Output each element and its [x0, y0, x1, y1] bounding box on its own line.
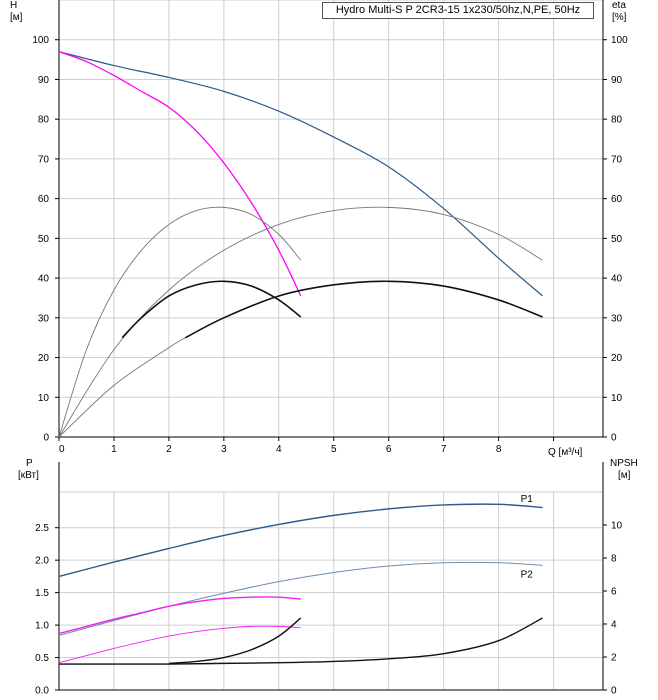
bottom-series-0	[58, 503, 543, 578]
top-series-3	[58, 206, 543, 438]
npsh-tick-label: 8	[611, 554, 617, 565]
y-tick-label-right: 80	[611, 115, 623, 126]
npsh-tick-label: 10	[611, 521, 623, 532]
bottom-series-5	[168, 617, 302, 665]
y-tick-label-right: 100	[611, 35, 628, 46]
bottom-series-2	[58, 596, 301, 635]
y-label-left-unit-top: [м]	[10, 12, 23, 23]
y-tick-label-left: 100	[32, 35, 49, 46]
x-tick-label: 6	[386, 444, 392, 455]
y-tick-label-left: 0	[43, 433, 49, 444]
y-label-right-unit-bottom: [м]	[618, 470, 631, 481]
y-tick-label-right: 70	[611, 154, 623, 165]
top-series-4	[121, 280, 302, 339]
y-tick-label-left: 20	[38, 353, 50, 364]
p-tick-label: 2.5	[35, 523, 49, 534]
y-label-left-top: H	[10, 0, 17, 11]
y-tick-label-left: 10	[38, 393, 50, 404]
y-tick-label-right: 10	[611, 393, 623, 404]
p-tick-label: 1.0	[35, 621, 49, 632]
top-series-0	[58, 51, 543, 297]
x-tick-label: 4	[276, 444, 282, 455]
y-tick-label-right: 30	[611, 313, 623, 324]
x-tick-label: 2	[166, 444, 172, 455]
top-series-2	[58, 206, 302, 438]
x-tick-label: 5	[331, 444, 337, 455]
y-tick-label-right: 60	[611, 194, 623, 205]
npsh-tick-label: 6	[611, 587, 617, 598]
y-tick-label-left: 50	[38, 234, 50, 245]
y-label-right-unit-top: [%]	[612, 12, 627, 23]
x-tick-label: 7	[441, 444, 447, 455]
bottom-series-4	[59, 617, 543, 665]
top-series-5	[185, 280, 543, 339]
y-tick-label-right: 90	[611, 75, 623, 86]
bottom-series-3	[58, 625, 301, 664]
x-tick-label: 1	[111, 444, 117, 455]
y-tick-label-left: 30	[38, 313, 50, 324]
x-tick-label: 8	[496, 444, 502, 455]
y-tick-label-left: 80	[38, 115, 50, 126]
npsh-tick-label: 4	[611, 620, 617, 631]
p-tick-label: 0.0	[35, 686, 49, 697]
p-tick-label: 1.5	[35, 588, 49, 599]
y-tick-label-left: 90	[38, 75, 50, 86]
top-series-6	[58, 337, 186, 438]
y-tick-label-right: 50	[611, 234, 623, 245]
x-tick-label: 3	[221, 444, 227, 455]
y-tick-label-right: 20	[611, 353, 623, 364]
y-label-left-unit-bottom: [кВт]	[18, 470, 39, 481]
y-label-left-bottom: P	[26, 458, 33, 469]
chart-title: Hydro Multi-S P 2CR3-15 1x230/50hz,N,PE,…	[322, 2, 594, 19]
p-tick-label: 2.0	[35, 556, 49, 567]
p-tick-label: 0.5	[35, 653, 49, 664]
y-label-right-bottom: NPSH	[610, 458, 638, 469]
y-tick-label-left: 60	[38, 194, 50, 205]
npsh-tick-label: 2	[611, 653, 617, 664]
y-tick-label-right: 40	[611, 274, 623, 285]
y-tick-label-left: 40	[38, 274, 50, 285]
series-label-p2: P2	[521, 569, 534, 580]
y-label-right-top: eta	[612, 0, 626, 11]
series-label-p1: P1	[521, 494, 534, 505]
x-axis-label: Q [м³/ч]	[548, 447, 583, 458]
y-tick-label-right: 0	[611, 433, 617, 444]
x-tick-label: 0	[59, 444, 65, 455]
y-tick-label-left: 70	[38, 154, 50, 165]
top-series-1	[58, 51, 302, 297]
npsh-tick-label: 0	[611, 686, 617, 697]
